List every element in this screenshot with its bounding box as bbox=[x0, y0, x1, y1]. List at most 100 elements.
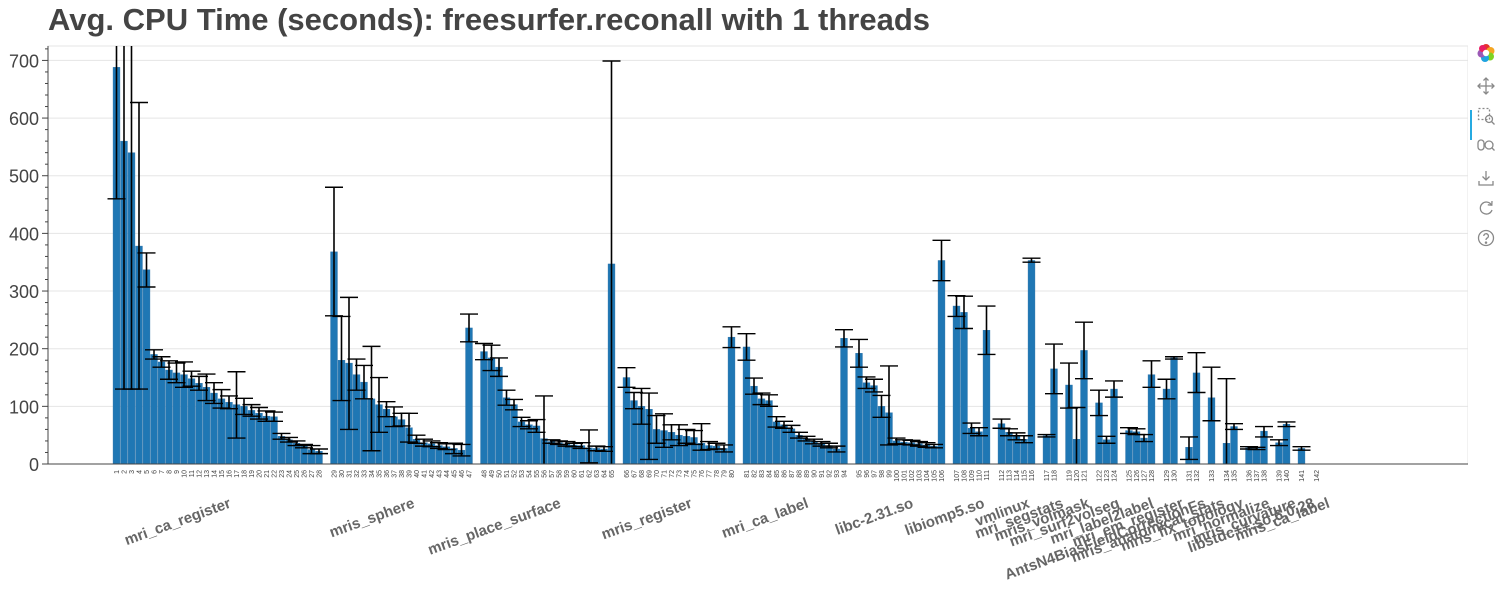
bar bbox=[225, 402, 233, 465]
bar bbox=[1125, 430, 1133, 465]
x-tick-label: 134 bbox=[1224, 470, 1231, 482]
x-tick-label: 30 bbox=[339, 470, 346, 478]
x-tick-label: 41 bbox=[422, 470, 429, 478]
bar bbox=[165, 369, 173, 465]
x-tick-label: 133 bbox=[1209, 470, 1216, 482]
x-tick-label: 48 bbox=[482, 470, 489, 478]
x-tick-label: 19 bbox=[249, 470, 256, 478]
x-tick-label: 67 bbox=[632, 470, 639, 478]
bar bbox=[952, 305, 961, 465]
save-icon[interactable] bbox=[1476, 168, 1496, 188]
x-tick-label: 28 bbox=[317, 470, 324, 478]
x-tick-label: 1 bbox=[114, 470, 121, 474]
x-tick-label: 118 bbox=[1052, 470, 1059, 481]
x-tick-label: 83 bbox=[759, 470, 766, 478]
x-tick-label: 104 bbox=[924, 470, 931, 482]
x-tick-label: 109 bbox=[969, 470, 976, 482]
x-tick-label: 117 bbox=[1044, 470, 1051, 481]
x-tick-label: 73 bbox=[677, 470, 684, 478]
grid-lines bbox=[47, 45, 1468, 465]
bar bbox=[787, 428, 796, 465]
help-icon[interactable] bbox=[1476, 228, 1496, 248]
x-tick-label: 59 bbox=[564, 470, 571, 478]
x-tick-label: 135 bbox=[1232, 470, 1239, 482]
x-tick-label: 58 bbox=[557, 470, 564, 478]
x-tick-label: 44 bbox=[444, 470, 451, 478]
bar bbox=[930, 445, 938, 465]
bar bbox=[870, 385, 878, 465]
x-tick-label: 32 bbox=[354, 470, 361, 478]
error-bars-layer bbox=[107, 46, 1311, 464]
x-tick-label: 137 bbox=[1254, 470, 1261, 482]
bar bbox=[300, 445, 308, 465]
x-tick-label: 96 bbox=[864, 470, 871, 478]
x-tick-label: 63 bbox=[594, 470, 601, 478]
bar bbox=[285, 439, 293, 465]
x-tick-label: 20 bbox=[257, 470, 264, 478]
x-tick-label: 17 bbox=[234, 470, 241, 478]
x-tick-label: 31 bbox=[347, 470, 354, 478]
x-group-label: mris_register bbox=[599, 495, 694, 544]
pan-icon[interactable] bbox=[1476, 76, 1496, 96]
x-tick-label: 34 bbox=[369, 470, 376, 478]
x-tick-label: 100 bbox=[894, 470, 901, 482]
x-tick-label: 111 bbox=[984, 470, 991, 481]
x-tick-label: 99 bbox=[887, 470, 894, 478]
x-tick-label: 138 bbox=[1262, 470, 1269, 482]
x-tick-label: 81 bbox=[744, 470, 751, 478]
bar bbox=[817, 443, 826, 465]
bar bbox=[525, 424, 533, 465]
x-tick-label: 129 bbox=[1164, 470, 1171, 482]
x-tick-label: 27 bbox=[309, 470, 316, 478]
bar bbox=[1282, 424, 1291, 465]
x-tick-label: 132 bbox=[1194, 470, 1201, 482]
y-tick-label: 100 bbox=[9, 397, 39, 417]
reset-icon[interactable] bbox=[1476, 198, 1496, 218]
y-tick-label: 600 bbox=[9, 109, 39, 129]
x-tick-label: 6 bbox=[152, 470, 159, 474]
x-tick-label: 57 bbox=[549, 470, 556, 478]
x-tick-label: 46 bbox=[459, 470, 466, 478]
x-tick-label: 50 bbox=[497, 470, 504, 478]
x-tick-label: 101 bbox=[902, 470, 909, 482]
bar bbox=[855, 353, 863, 465]
x-tick-label: 128 bbox=[1149, 470, 1156, 482]
x-tick-label: 105 bbox=[932, 470, 939, 482]
x-tick-label: 103 bbox=[917, 470, 924, 482]
bar bbox=[1230, 426, 1238, 465]
bar bbox=[180, 374, 188, 465]
bokeh-logo-icon[interactable] bbox=[1476, 43, 1496, 63]
x-tick-label: 43 bbox=[437, 470, 444, 478]
x-tick-label: 108 bbox=[962, 470, 969, 482]
x-tick-label: 97 bbox=[872, 470, 879, 478]
wheel-zoom-icon[interactable] bbox=[1476, 136, 1496, 156]
x-tick-label: 68 bbox=[639, 470, 646, 478]
x-tick-label: 55 bbox=[534, 470, 541, 478]
bar bbox=[195, 383, 203, 465]
bar bbox=[765, 400, 773, 465]
x-tick-label: 127 bbox=[1142, 470, 1149, 482]
x-tick-label: 39 bbox=[407, 470, 414, 478]
x-tick-label: 62 bbox=[587, 470, 594, 478]
x-tick-label: 82 bbox=[752, 470, 759, 478]
x-tick-label: 114 bbox=[1014, 470, 1021, 481]
bar bbox=[742, 346, 751, 465]
bar bbox=[1162, 388, 1171, 465]
y-tick-label: 700 bbox=[9, 51, 39, 71]
bar bbox=[142, 269, 151, 465]
bar bbox=[1110, 388, 1118, 465]
x-tick-label: 77 bbox=[707, 470, 714, 478]
box-zoom-icon[interactable] bbox=[1476, 106, 1496, 126]
x-tick-label: 98 bbox=[879, 470, 886, 478]
x-tick-label: 124 bbox=[1112, 470, 1119, 482]
x-tick-label: 23 bbox=[279, 470, 286, 478]
x-tick-label: 122 bbox=[1097, 470, 1104, 482]
x-tick-label: 18 bbox=[242, 470, 249, 478]
x-tick-label: 40 bbox=[414, 470, 421, 478]
x-tick-label: 60 bbox=[572, 470, 579, 478]
x-tick-label: 95 bbox=[857, 470, 864, 478]
x-tick-label: 84 bbox=[767, 470, 774, 478]
x-tick-label: 91 bbox=[819, 470, 826, 478]
y-tick-label: 200 bbox=[9, 340, 39, 360]
